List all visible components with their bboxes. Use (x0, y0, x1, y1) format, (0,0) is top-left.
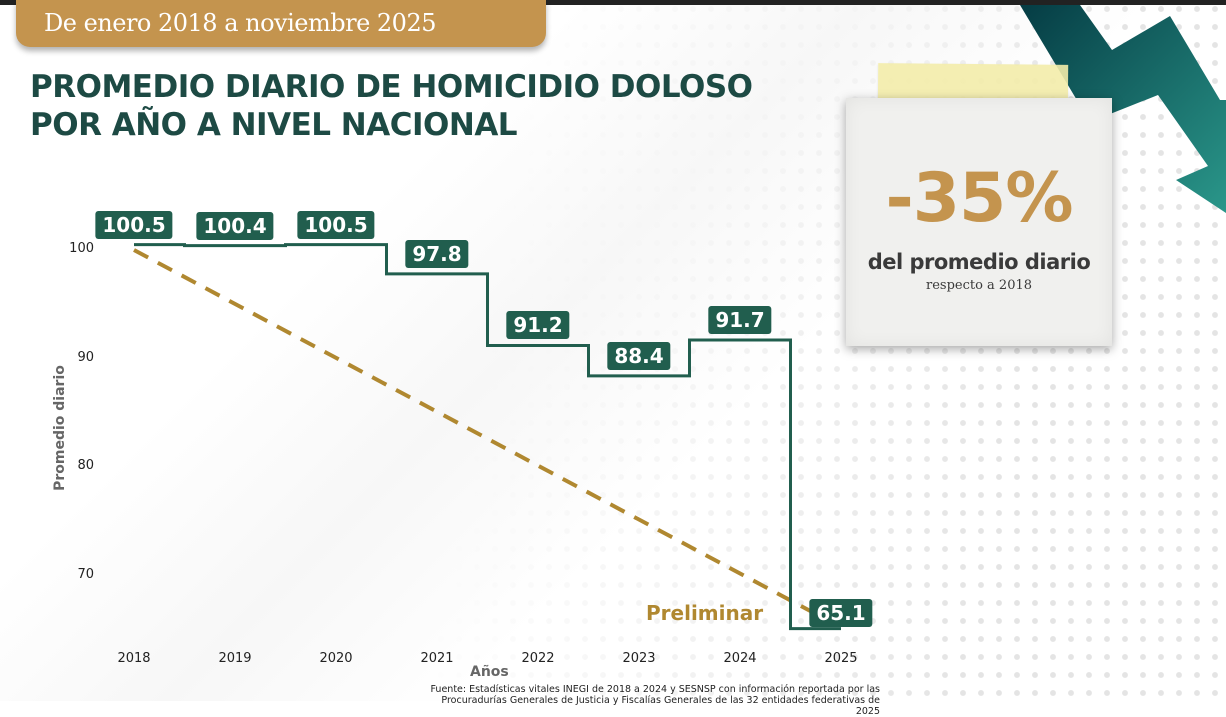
preliminar-annotation: Preliminar (646, 601, 764, 625)
x-tick-label: 2022 (521, 651, 555, 666)
step-line-series (134, 243, 841, 631)
title-line-2: POR AÑO A NIVEL NACIONAL (30, 107, 518, 143)
value-label: 97.8 (405, 239, 469, 268)
trend-line (133, 248, 828, 622)
top-bar (0, 0, 1226, 5)
value-label: 100.5 (95, 210, 173, 239)
x-tick-label: 2018 (117, 651, 151, 666)
x-tick-label: 2019 (218, 651, 252, 666)
x-tick-label: 2021 (420, 651, 454, 666)
page-title: PROMEDIO DIARIO DE HOMICIDIO DOLOSO POR … (30, 68, 753, 144)
percent-change-reference: respecto a 2018 (925, 278, 1033, 293)
x-tick-label: 2024 (723, 651, 757, 666)
highlight-card: -35% del promedio diario respecto a 2018 (846, 98, 1112, 346)
y-tick-label: 100 (69, 241, 94, 256)
y-tick-label: 90 (77, 349, 94, 365)
x-tick-label: 2023 (622, 651, 656, 666)
value-label: 100.4 (196, 211, 274, 240)
date-range-tab: De enero 2018 a noviembre 2025 (16, 0, 546, 47)
value-label: 91.7 (708, 306, 772, 335)
x-tick-label: 2020 (319, 651, 353, 666)
title-line-1: PROMEDIO DIARIO DE HOMICIDIO DOLOSO (30, 69, 753, 105)
value-label: 100.5 (297, 210, 375, 239)
percent-change-value: -35% (885, 159, 1074, 238)
x-tick-label: 2025 (824, 651, 858, 666)
y-tick-label: 80 (77, 458, 94, 473)
value-label: 88.4 (607, 341, 671, 370)
y-axis-label: Promedio diario (52, 365, 68, 491)
value-label: 91.2 (506, 311, 570, 340)
zigzag-down-arrow-icon (1020, 5, 1226, 213)
x-axis-label: Años (470, 664, 509, 680)
source-line-2: Procuradurías Generales de Justicia y Fi… (441, 695, 880, 717)
y-tick-label: 70 (77, 566, 94, 582)
value-label: 65.1 (809, 598, 873, 627)
source-line-1: Fuente: Estadísticas vitales INEGI de 20… (430, 684, 880, 695)
step-line-chart: 100 90 80 70 2018 2019 2020 2021 2022 2023 2024 20… (52, 210, 873, 680)
percent-change-label: del promedio diario (867, 250, 1091, 274)
